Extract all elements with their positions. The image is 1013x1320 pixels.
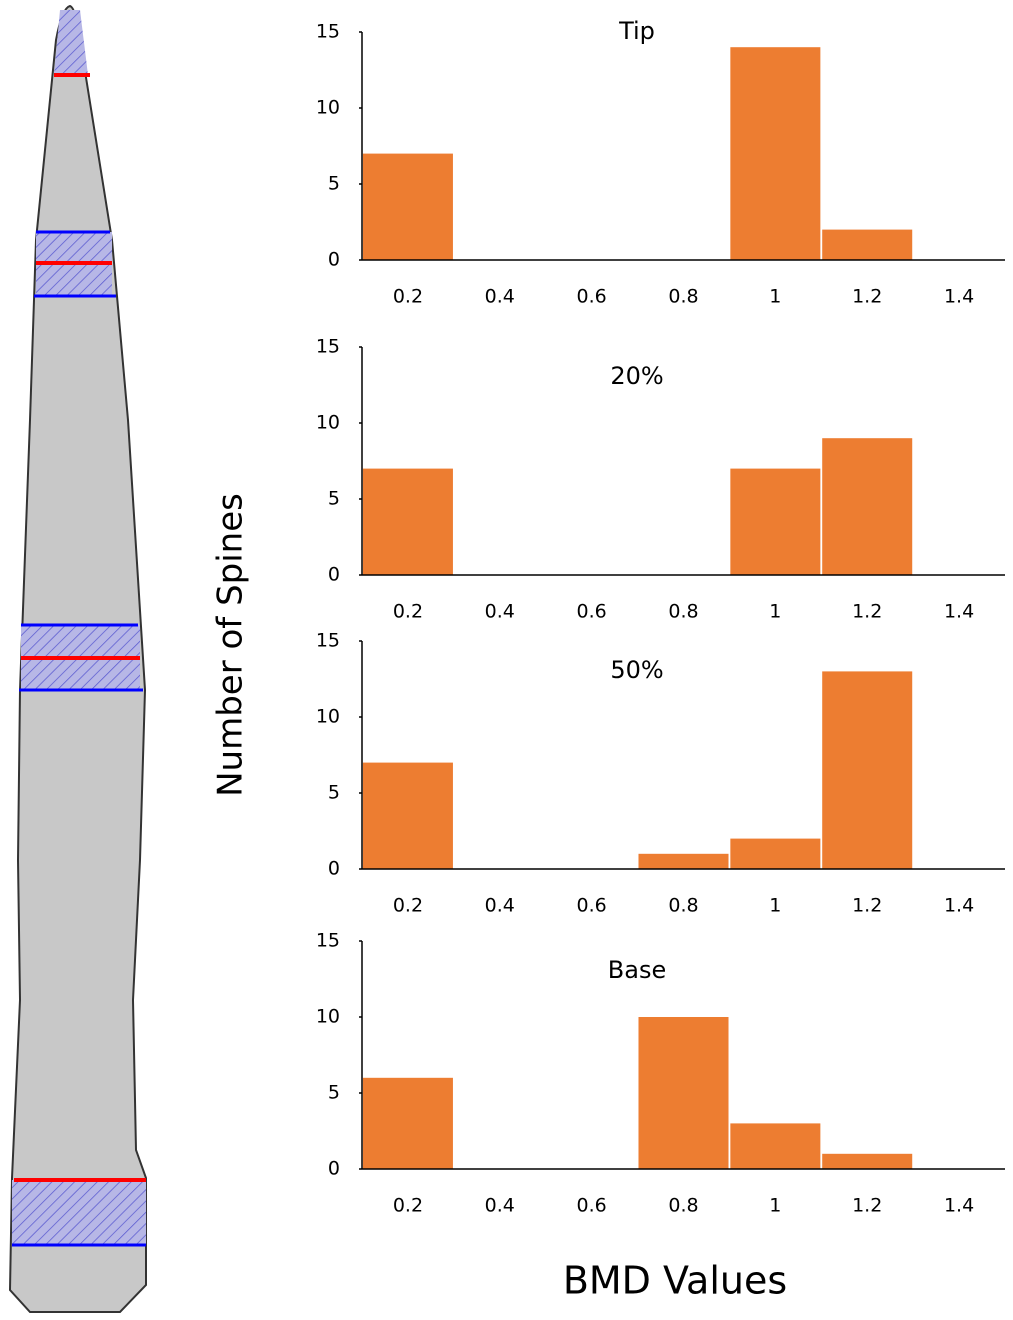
- x-tick-label: 0.4: [485, 895, 515, 917]
- x-tick-label: 1.2: [852, 286, 882, 308]
- x-tick-label: 0.2: [393, 286, 423, 308]
- x-tick-label: 1: [769, 1195, 781, 1217]
- y-tick-label: 5: [328, 488, 340, 510]
- spine-illustration: [8, 4, 147, 1313]
- x-tick-label: 1.4: [944, 895, 974, 917]
- y-tick-label: 10: [316, 97, 340, 119]
- x-tick-label: 0.4: [485, 601, 515, 623]
- bar: [730, 838, 821, 869]
- y-tick-label: 5: [328, 1082, 340, 1104]
- y-tick-label: 0: [328, 858, 340, 880]
- chart-title: 20%: [610, 362, 663, 390]
- x-tick-label: 1.2: [852, 1195, 882, 1217]
- x-tick-label: 0.6: [577, 601, 607, 623]
- y-tick-label: 0: [328, 1158, 340, 1180]
- chart-title: Base: [608, 956, 666, 984]
- y-tick-label: 0: [328, 249, 340, 271]
- x-tick-label: 0.2: [393, 601, 423, 623]
- x-tick-label: 1.2: [852, 601, 882, 623]
- bar: [362, 153, 453, 260]
- x-tick-label: 0.8: [668, 895, 698, 917]
- y-tick-label: 0: [328, 564, 340, 586]
- y-tick-label: 10: [316, 412, 340, 434]
- x-tick-label: 1.4: [944, 1195, 974, 1217]
- y-axis-label: Number of Spines: [211, 493, 251, 797]
- bar: [638, 1017, 729, 1169]
- y-tick-label: 5: [328, 782, 340, 804]
- bar: [730, 468, 821, 575]
- x-tick-label: 0.6: [577, 286, 607, 308]
- x-tick-label: 1.4: [944, 601, 974, 623]
- bar: [822, 438, 913, 575]
- bar: [638, 853, 729, 869]
- x-tick-label: 0.8: [668, 601, 698, 623]
- bar: [362, 762, 453, 869]
- y-tick-label: 15: [316, 630, 340, 652]
- x-tick-label: 0.8: [668, 286, 698, 308]
- x-tick-label: 1: [769, 895, 781, 917]
- chart-title: 50%: [610, 656, 663, 684]
- bar: [362, 468, 453, 575]
- x-tick-label: 0.2: [393, 1195, 423, 1217]
- bar: [362, 1077, 453, 1169]
- bar: [822, 229, 913, 260]
- y-tick-label: 5: [328, 173, 340, 195]
- y-tick-label: 15: [316, 21, 340, 43]
- y-tick-label: 10: [316, 1006, 340, 1028]
- bar: [822, 671, 913, 869]
- bar: [730, 1123, 821, 1169]
- y-tick-label: 15: [316, 930, 340, 952]
- bar: [730, 47, 821, 261]
- y-tick-label: 10: [316, 706, 340, 728]
- x-tick-label: 1.4: [944, 286, 974, 308]
- x-tick-label: 1.2: [852, 895, 882, 917]
- x-tick-label: 0.6: [577, 1195, 607, 1217]
- x-tick-label: 0.4: [485, 1195, 515, 1217]
- x-axis-label: BMD Values: [563, 1259, 787, 1303]
- y-tick-label: 15: [316, 336, 340, 358]
- x-tick-label: 1: [769, 601, 781, 623]
- x-tick-label: 0.6: [577, 895, 607, 917]
- x-tick-label: 0.4: [485, 286, 515, 308]
- bar: [822, 1153, 913, 1169]
- x-tick-label: 1: [769, 286, 781, 308]
- x-tick-label: 0.2: [393, 895, 423, 917]
- chart-title: Tip: [618, 17, 655, 45]
- x-tick-label: 0.8: [668, 1195, 698, 1217]
